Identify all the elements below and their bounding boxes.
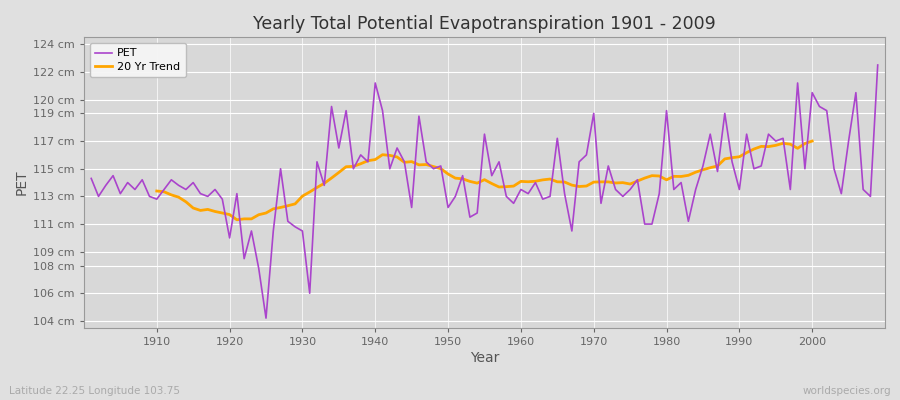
20 Yr Trend	[799, 141, 810, 146]
PET	[356, 152, 366, 157]
Y-axis label: PET: PET	[15, 170, 29, 195]
20 Yr Trend	[151, 189, 162, 194]
Text: worldspecies.org: worldspecies.org	[803, 386, 891, 396]
Text: Latitude 22.25 Longitude 103.75: Latitude 22.25 Longitude 103.75	[9, 386, 180, 396]
PET	[610, 187, 621, 192]
PET	[311, 160, 322, 164]
Line: PET: PET	[91, 65, 878, 318]
20 Yr Trend	[231, 217, 242, 222]
PET	[523, 191, 534, 196]
PET	[144, 194, 155, 199]
PET	[261, 316, 272, 320]
PET	[86, 176, 96, 181]
20 Yr Trend	[311, 185, 322, 190]
20 Yr Trend	[712, 164, 723, 168]
Legend: PET, 20 Yr Trend: PET, 20 Yr Trend	[89, 43, 186, 77]
X-axis label: Year: Year	[470, 351, 500, 365]
20 Yr Trend	[792, 146, 803, 151]
20 Yr Trend	[238, 216, 249, 221]
Line: 20 Yr Trend: 20 Yr Trend	[157, 141, 812, 220]
20 Yr Trend	[326, 176, 337, 180]
PET	[516, 187, 526, 192]
PET	[872, 62, 883, 67]
Title: Yearly Total Potential Evapotranspiration 1901 - 2009: Yearly Total Potential Evapotranspiratio…	[253, 15, 716, 33]
20 Yr Trend	[806, 139, 817, 144]
